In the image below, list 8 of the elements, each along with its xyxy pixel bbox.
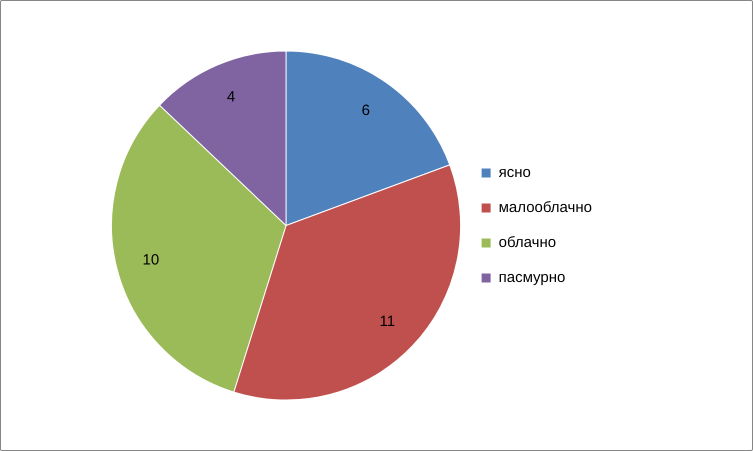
legend-label: ясно <box>498 164 531 182</box>
data-label: 4 <box>226 88 236 106</box>
legend-label: малооблачно <box>498 199 592 216</box>
legend-label: пасмурно <box>498 269 566 286</box>
data-label: 6 <box>362 102 370 120</box>
data-label: 10 <box>142 252 160 269</box>
data-label: 11 <box>379 312 396 330</box>
legend-label: облачно <box>498 234 556 252</box>
